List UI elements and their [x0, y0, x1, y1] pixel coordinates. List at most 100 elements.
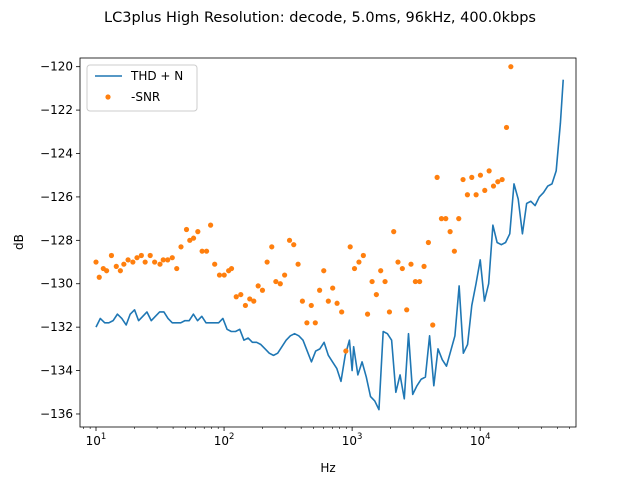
snr-point	[125, 257, 131, 263]
snr-point	[308, 302, 314, 309]
snr-point	[286, 237, 293, 243]
snr-point	[147, 252, 153, 259]
snr-point	[356, 259, 362, 265]
snr-point	[373, 291, 379, 298]
snr-point	[221, 272, 227, 278]
snr-point	[430, 322, 436, 328]
x-axis-label: Hz	[320, 461, 335, 475]
snr-point	[325, 298, 331, 304]
snr-point	[490, 183, 497, 189]
snr-point	[208, 222, 214, 228]
snr-point	[187, 237, 193, 243]
x-tick-exponent: 2	[229, 432, 234, 442]
snr-point	[460, 176, 466, 183]
snr-point	[438, 216, 445, 222]
legend-marker-sample	[105, 94, 111, 100]
snr-point	[251, 298, 257, 304]
y-axis-label: dB	[12, 234, 26, 250]
axes-frame	[79, 57, 577, 428]
snr-point	[412, 278, 418, 285]
y-tick-label: −132	[40, 320, 73, 334]
snr-point	[282, 272, 288, 278]
snr-point	[434, 174, 440, 180]
snr-point	[121, 261, 127, 267]
snr-point	[321, 268, 327, 274]
snr-point	[117, 268, 123, 274]
snr-point	[152, 259, 158, 265]
snr-point	[451, 248, 457, 254]
y-tick-label: −130	[40, 277, 73, 291]
snr-point	[495, 179, 501, 185]
snr-point	[142, 259, 148, 265]
plot-area	[79, 57, 577, 428]
snr-point	[503, 124, 510, 131]
snr-point	[299, 298, 306, 304]
x-tick-exponent: 3	[357, 432, 362, 442]
y-tick-label: −136	[40, 407, 73, 421]
snr-point	[295, 261, 301, 267]
snr-point	[259, 287, 266, 293]
snr-point	[339, 309, 345, 315]
snr-point	[486, 168, 492, 174]
snr-point	[174, 265, 180, 272]
snr-point	[247, 296, 253, 302]
snr-point	[417, 278, 423, 285]
snr-point	[264, 259, 270, 265]
snr-point	[199, 248, 205, 254]
snr-point	[165, 257, 171, 263]
snr-point	[443, 216, 449, 222]
snr-point	[216, 272, 223, 278]
legend-entry-thdn: THD + N	[130, 69, 183, 83]
y-tick-label: −126	[40, 190, 73, 204]
y-tick-label: −134	[40, 364, 73, 378]
x-tick-exponent: 4	[485, 432, 490, 442]
snr-point	[203, 248, 210, 254]
snr-point	[269, 244, 275, 250]
snr-point	[178, 244, 184, 250]
snr-point	[138, 252, 144, 259]
snr-point	[130, 259, 136, 265]
legend: THD + N -SNR	[86, 64, 198, 112]
snr-point	[408, 261, 414, 267]
snr-point	[369, 278, 375, 285]
y-axis-ticks: −136 −134 −132 −130 −128 −126 −124 −122 −120	[40, 60, 80, 421]
snr-point	[190, 235, 197, 241]
snr-point	[113, 263, 119, 269]
snr-point	[508, 64, 514, 70]
snr-point	[93, 259, 99, 265]
snr-point	[447, 229, 453, 235]
y-tick-label: −128	[40, 233, 73, 247]
snr-point	[421, 263, 427, 269]
series-layer	[93, 64, 565, 411]
snr-point	[255, 283, 261, 289]
snr-point	[469, 174, 475, 180]
snr-point	[473, 192, 479, 198]
x-tick-exponent: 1	[101, 432, 106, 442]
snr-point	[347, 244, 353, 250]
snr-point	[395, 259, 401, 265]
y-tick-label: −122	[40, 103, 73, 117]
snr-point	[386, 309, 393, 315]
snr-point	[330, 285, 336, 291]
snr-point	[277, 281, 283, 287]
snr-point	[312, 320, 318, 326]
snr-point	[183, 226, 190, 233]
snr-point	[96, 274, 102, 280]
snr-point	[242, 302, 249, 309]
series-line-thdn	[95, 79, 565, 411]
snr-point	[425, 239, 431, 246]
snr-point	[399, 265, 405, 272]
legend-entry-snr: -SNR	[131, 90, 160, 104]
snr-point	[157, 261, 163, 267]
y-tick-label: −124	[40, 147, 73, 161]
snr-point	[360, 252, 366, 259]
snr-point	[464, 192, 471, 198]
snr-point	[482, 187, 488, 194]
snr-point	[228, 265, 235, 272]
snr-point	[212, 261, 218, 267]
snr-point	[108, 252, 115, 259]
snr-point	[195, 229, 201, 235]
snr-point	[104, 268, 110, 274]
snr-point	[456, 216, 462, 222]
